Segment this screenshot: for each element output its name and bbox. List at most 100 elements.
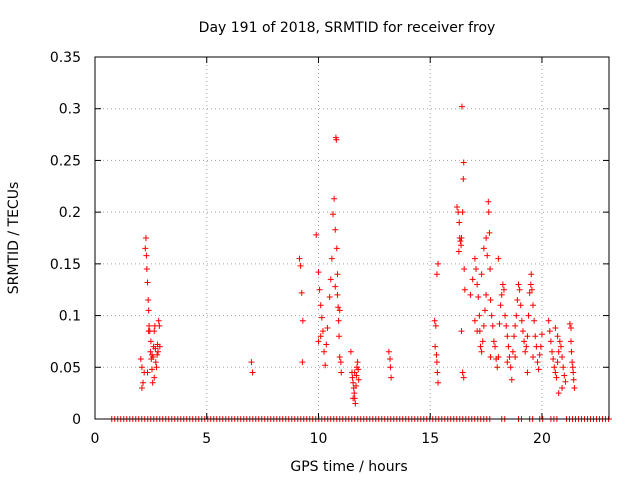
data-point bbox=[298, 289, 305, 296]
data-point bbox=[534, 359, 541, 366]
data-point bbox=[338, 369, 345, 376]
data-point bbox=[504, 333, 511, 340]
data-point bbox=[561, 372, 568, 379]
data-point bbox=[458, 328, 465, 335]
data-point bbox=[530, 353, 537, 360]
data-point bbox=[530, 302, 537, 309]
data-point bbox=[145, 328, 152, 335]
data-point bbox=[519, 328, 526, 335]
data-point bbox=[148, 366, 155, 373]
data-point bbox=[559, 353, 566, 360]
data-point bbox=[537, 343, 544, 350]
data-point bbox=[454, 203, 461, 210]
data-point bbox=[488, 312, 495, 319]
x-tick-label: 5 bbox=[202, 431, 211, 447]
data-point bbox=[483, 235, 490, 241]
data-point bbox=[559, 384, 566, 391]
data-point bbox=[524, 333, 531, 340]
data-point bbox=[140, 379, 147, 386]
data-point bbox=[549, 348, 556, 355]
data-point bbox=[524, 369, 531, 376]
data-point bbox=[354, 359, 361, 366]
data-point bbox=[349, 374, 356, 381]
data-point bbox=[353, 382, 360, 389]
data-point bbox=[553, 374, 560, 381]
data-point bbox=[143, 266, 150, 273]
data-point bbox=[350, 395, 357, 402]
data-point bbox=[492, 343, 499, 350]
data-point bbox=[433, 271, 440, 278]
data-point bbox=[336, 353, 343, 360]
data-point bbox=[385, 348, 392, 355]
data-point bbox=[156, 343, 163, 350]
data-point bbox=[330, 211, 337, 218]
data-point bbox=[552, 324, 559, 331]
data-point bbox=[476, 312, 483, 319]
data-point bbox=[560, 364, 567, 371]
data-point bbox=[149, 379, 156, 386]
data-point bbox=[494, 364, 501, 371]
data-point bbox=[297, 262, 304, 269]
data-point bbox=[570, 369, 577, 376]
data-point bbox=[512, 322, 519, 329]
data-point bbox=[336, 333, 343, 340]
data-point bbox=[138, 384, 145, 391]
data-point bbox=[480, 245, 487, 252]
data-point bbox=[335, 304, 342, 311]
x-axis-label: GPS time / hours bbox=[290, 459, 407, 475]
data-point bbox=[323, 341, 330, 348]
data-point bbox=[570, 376, 577, 383]
y-axis-label: SRMTID / TECUs bbox=[6, 182, 22, 295]
y-tick-label: 0.1 bbox=[59, 309, 81, 325]
data-point bbox=[143, 252, 150, 259]
data-point bbox=[536, 351, 543, 358]
data-point bbox=[456, 219, 463, 226]
data-point bbox=[459, 369, 466, 376]
data-point bbox=[532, 333, 539, 340]
data-point bbox=[486, 229, 493, 236]
data-point bbox=[296, 255, 303, 262]
data-point bbox=[514, 297, 521, 304]
data-point bbox=[155, 348, 162, 355]
y-tick-label: 0.15 bbox=[50, 257, 81, 273]
data-point bbox=[568, 324, 575, 331]
data-point bbox=[148, 351, 155, 358]
data-point bbox=[517, 302, 524, 309]
y-tick-label: 0.2 bbox=[59, 205, 81, 221]
data-point bbox=[317, 302, 324, 309]
data-point bbox=[334, 271, 341, 278]
data-point bbox=[328, 255, 335, 262]
data-point bbox=[474, 328, 481, 335]
data-point bbox=[321, 348, 328, 355]
data-point bbox=[145, 307, 152, 314]
data-point bbox=[480, 322, 487, 329]
data-point bbox=[513, 312, 520, 319]
data-point bbox=[562, 378, 569, 385]
data-point bbox=[535, 366, 542, 373]
data-point bbox=[479, 338, 486, 345]
data-point bbox=[546, 328, 553, 335]
data-point bbox=[526, 289, 533, 296]
data-point bbox=[503, 322, 510, 329]
data-point bbox=[556, 338, 563, 345]
data-point bbox=[568, 348, 575, 355]
y-tick-label: 0.25 bbox=[50, 153, 81, 169]
data-point bbox=[152, 359, 159, 366]
data-layer bbox=[108, 103, 612, 422]
data-point bbox=[313, 231, 320, 238]
data-point bbox=[337, 359, 344, 366]
data-point bbox=[299, 317, 306, 324]
data-point bbox=[316, 286, 323, 293]
data-point bbox=[545, 317, 552, 324]
data-point bbox=[326, 293, 333, 300]
data-point bbox=[299, 359, 306, 366]
data-point bbox=[522, 348, 529, 355]
data-point bbox=[571, 384, 578, 391]
data-point bbox=[351, 369, 358, 376]
data-point bbox=[248, 359, 255, 366]
data-point bbox=[490, 338, 497, 345]
y-tick-label: 0.05 bbox=[50, 360, 81, 376]
x-tick-label: 0 bbox=[91, 431, 100, 447]
data-point bbox=[137, 356, 144, 363]
